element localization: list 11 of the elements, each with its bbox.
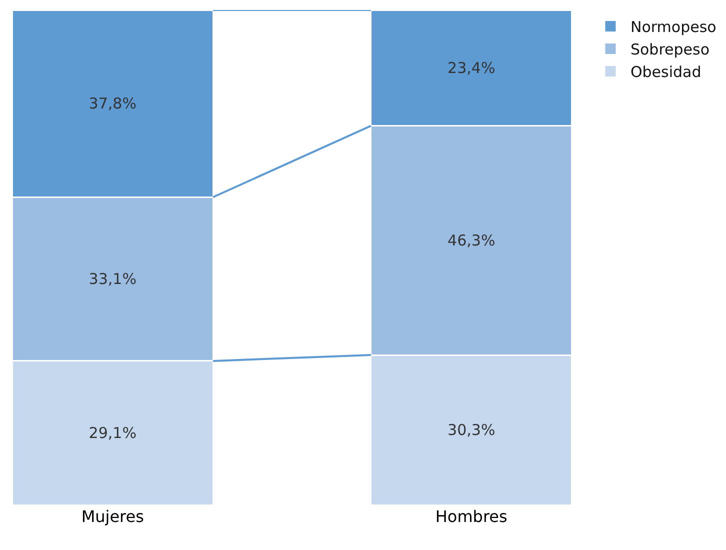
legend-label: Sobrepeso <box>630 40 710 59</box>
data-label: 29,1% <box>88 424 136 442</box>
data-label: 30,3% <box>448 421 496 440</box>
legend-label: Obesidad <box>630 63 702 82</box>
data-label: 23,4% <box>448 58 496 77</box>
data-label: 33,1% <box>88 270 136 288</box>
data-label: 46,3% <box>448 231 496 250</box>
legend-label: Normopeso <box>630 18 716 36</box>
x-tick-label: Mujeres <box>81 507 144 526</box>
data-label: 37,8% <box>88 94 136 113</box>
x-tick-label: Hombres <box>435 507 508 526</box>
